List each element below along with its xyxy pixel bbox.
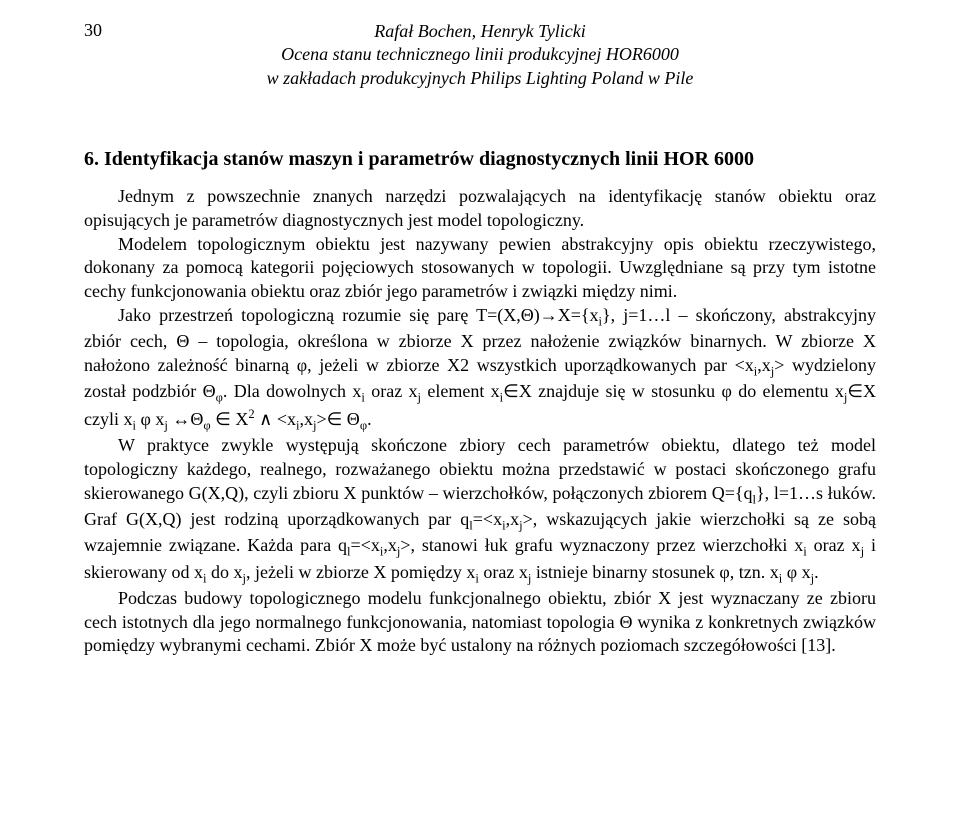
section-title: 6. Identyfikacja stanów maszyn i paramet… xyxy=(84,148,876,171)
p3n: ,x xyxy=(299,409,313,429)
p3l: ∈ X xyxy=(211,409,249,429)
p4f: =<x xyxy=(351,535,380,555)
p3g: element x xyxy=(421,381,500,401)
p4l: , jeżeli w zbiorze X pomiędzy x xyxy=(246,562,475,582)
p3p: . xyxy=(367,409,372,429)
p3a: Jako przestrzeń topologiczną rozumie się… xyxy=(118,305,599,325)
p3k: ↔Θ xyxy=(168,409,204,429)
p3f: oraz x xyxy=(365,381,418,401)
sub-phi: φ xyxy=(360,419,367,433)
sub-phi: φ xyxy=(216,391,223,405)
running-header: Rafał Bochen, Henryk Tylicki Ocena stanu… xyxy=(84,20,876,90)
p3h: ∈X znajduje się w stosunku φ do elementu… xyxy=(503,381,844,401)
p4c: =<x xyxy=(473,509,502,529)
p3o: >∈ Θ xyxy=(316,409,359,429)
paragraph-2: Modelem topologicznym obiektu jest nazyw… xyxy=(84,233,876,304)
p4m: oraz x xyxy=(479,562,528,582)
paragraph-3: Jako przestrzeń topologiczną rozumie się… xyxy=(84,304,876,435)
p3m: ∧ <x xyxy=(255,409,296,429)
p3j: φ x xyxy=(136,409,164,429)
p4k: do x xyxy=(206,562,242,582)
header-authors: Rafał Bochen, Henryk Tylicki xyxy=(374,21,586,41)
paragraph-4: W praktyce zwykle występują skończone zb… xyxy=(84,434,876,586)
header-title-line1: Ocena stanu technicznego linii produkcyj… xyxy=(281,44,679,64)
body-text: Jednym z powszechnie znanych narzędzi po… xyxy=(84,185,876,658)
p4g: ,x xyxy=(383,535,397,555)
p4n: istnieje binarny stosunek φ, tzn. x xyxy=(531,562,778,582)
p3c: ,x xyxy=(757,355,771,375)
p4p: . xyxy=(814,562,819,582)
paragraph-1: Jednym z powszechnie znanych narzędzi po… xyxy=(84,185,876,233)
sub-phi: φ xyxy=(203,419,210,433)
p4o: φ x xyxy=(782,562,810,582)
para5-text: Podczas budowy topologicznego modelu fun… xyxy=(84,588,876,656)
p4d: ,x xyxy=(506,509,520,529)
p4h: >, stanowi łuk grafu wyznaczony przez wi… xyxy=(400,535,803,555)
header-title-line2: w zakładach produkcyjnych Philips Lighti… xyxy=(267,68,694,88)
p3e: . Dla dowolnych x xyxy=(223,381,361,401)
para1-text: Jednym z powszechnie znanych narzędzi po… xyxy=(84,186,876,230)
paragraph-5: Podczas budowy topologicznego modelu fun… xyxy=(84,587,876,658)
p4i: oraz x xyxy=(807,535,861,555)
para2-text: Modelem topologicznym obiektu jest nazyw… xyxy=(84,234,876,302)
page-number: 30 xyxy=(84,20,102,41)
